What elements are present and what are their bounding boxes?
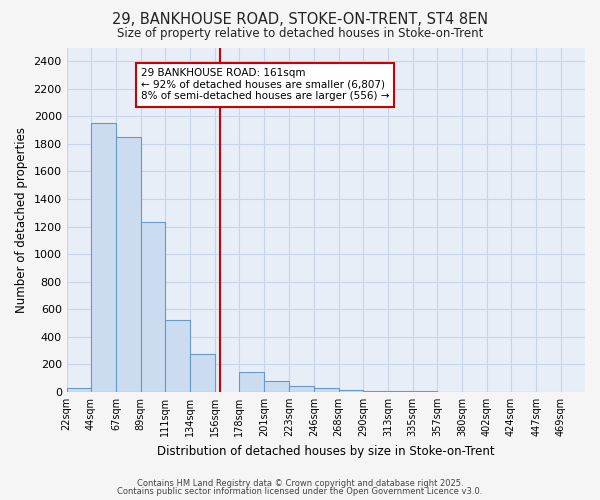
Bar — [239, 372, 265, 392]
Bar — [67, 388, 91, 392]
Bar — [141, 222, 165, 392]
Text: Size of property relative to detached houses in Stoke-on-Trent: Size of property relative to detached ho… — [117, 28, 483, 40]
Bar — [165, 320, 190, 392]
Text: 29 BANKHOUSE ROAD: 161sqm
← 92% of detached houses are smaller (6,807)
8% of sem: 29 BANKHOUSE ROAD: 161sqm ← 92% of detac… — [141, 68, 389, 102]
Bar — [338, 390, 363, 392]
Text: 29, BANKHOUSE ROAD, STOKE-ON-TRENT, ST4 8EN: 29, BANKHOUSE ROAD, STOKE-ON-TRENT, ST4 … — [112, 12, 488, 28]
X-axis label: Distribution of detached houses by size in Stoke-on-Trent: Distribution of detached houses by size … — [157, 444, 494, 458]
Bar — [91, 124, 116, 392]
Bar — [314, 388, 338, 392]
Text: Contains HM Land Registry data © Crown copyright and database right 2025.: Contains HM Land Registry data © Crown c… — [137, 478, 463, 488]
Y-axis label: Number of detached properties: Number of detached properties — [15, 126, 28, 312]
Bar — [265, 381, 289, 392]
Bar — [190, 354, 215, 392]
Bar — [116, 137, 141, 392]
Bar — [289, 386, 314, 392]
Text: Contains public sector information licensed under the Open Government Licence v3: Contains public sector information licen… — [118, 487, 482, 496]
Bar — [363, 391, 388, 392]
